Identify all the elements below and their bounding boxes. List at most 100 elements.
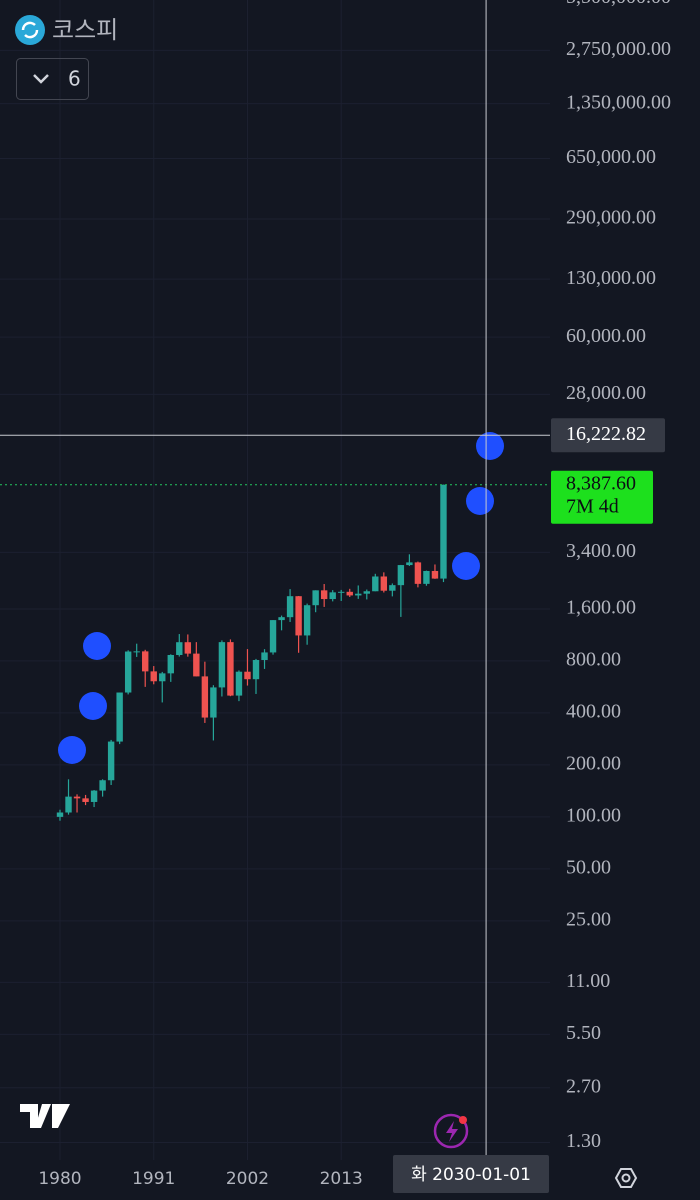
countdown-label: 7M 4d (566, 495, 619, 517)
y-tick-label: 50.00 (566, 856, 611, 878)
y-tick-label: 2,750,000.00 (566, 38, 671, 60)
candle-body (389, 585, 396, 591)
drawing-dot (452, 552, 480, 580)
candle-body (303, 605, 311, 636)
y-tick-label: 3,400.00 (566, 540, 636, 562)
settings-icon[interactable] (614, 1168, 638, 1188)
candle-body (116, 692, 123, 742)
chevron (33, 74, 49, 84)
candle-body (176, 642, 183, 655)
candle-body (159, 673, 166, 682)
candle-body (73, 796, 81, 799)
candle-body (99, 780, 106, 791)
candle-body (210, 687, 217, 718)
x-tick-label: 2013 (320, 1169, 363, 1189)
drawing-dot (79, 692, 107, 720)
candle-body (269, 620, 277, 653)
candle-body (372, 576, 379, 592)
candle-body (82, 798, 89, 802)
y-tick-label: 25.00 (566, 908, 611, 930)
candle-body (90, 790, 98, 802)
candle-body (397, 565, 405, 586)
y-tick-label: 800.00 (566, 649, 621, 671)
candle-body (320, 590, 328, 600)
y-tick-label: 1,350,000.00 (566, 91, 671, 113)
x-tick-label: 2002 (226, 1169, 269, 1189)
candle-body (201, 676, 209, 718)
y-tick-label: 11.00 (566, 970, 610, 992)
price-label: 8,387.60 (566, 472, 636, 494)
indicator-count: 6 (68, 67, 81, 91)
lightning (446, 1121, 458, 1142)
tradingview-logo[interactable] (20, 1104, 70, 1128)
candle-body (363, 591, 370, 594)
candle-body (235, 671, 243, 696)
y-tick-label: 650,000.00 (566, 146, 656, 168)
candle-body (142, 651, 149, 672)
candle-body (56, 812, 64, 817)
candle-body (244, 671, 251, 680)
logo-icon (21, 21, 39, 39)
candle-body (278, 617, 285, 621)
candle-body (65, 796, 72, 813)
candle-body (431, 570, 439, 579)
crosshair-x-box (393, 1155, 549, 1193)
candles (56, 484, 447, 821)
candle-body (414, 562, 422, 584)
candle-body (346, 591, 353, 596)
candle-body (107, 741, 115, 781)
candle-body (312, 590, 319, 606)
drawing-dot (83, 632, 111, 660)
candle-body (193, 653, 200, 677)
y-tick-label: 130,000.00 (566, 267, 656, 289)
symbol-name[interactable]: 코스피 (52, 16, 118, 44)
y-tick-label: 5.50 (566, 1022, 601, 1044)
candle-body (150, 671, 157, 682)
y-tick-label: 28,000.00 (566, 382, 646, 404)
y-tick-label: 100.00 (566, 804, 621, 826)
candle-body (227, 642, 234, 696)
drawing-dot (58, 736, 86, 764)
crosshair-x-label: 화 2030-01-01 (411, 1165, 531, 1185)
candle-body (440, 484, 447, 579)
candle-body (252, 660, 260, 680)
y-tick-label: 290,000.00 (566, 207, 656, 229)
candle-body (380, 576, 388, 591)
candle-body (286, 596, 294, 618)
candle-body (423, 570, 430, 584)
candle-body (218, 642, 226, 688)
alert-badge (459, 1116, 467, 1124)
drawing-dot (476, 432, 504, 460)
y-tick-label: 60,000.00 (566, 325, 646, 347)
candle-body (355, 593, 362, 596)
symbol-logo (15, 15, 45, 45)
settings-dot (621, 1173, 631, 1183)
alert-icon[interactable] (433, 1113, 469, 1149)
y-tick-label: 2.70 (566, 1075, 601, 1097)
drawing-dot (466, 487, 494, 515)
candle-body (295, 596, 302, 636)
indicator-toggle[interactable] (16, 58, 89, 100)
price-label-box (551, 470, 653, 524)
candle-body (329, 592, 336, 600)
y-tick-label: 400.00 (566, 701, 621, 723)
y-tick-label: 5,500,000.00 (566, 0, 671, 8)
candle-body (133, 651, 140, 653)
crosshair-y-box (551, 418, 665, 453)
crosshair-y-label: 16,222.82 (566, 423, 646, 445)
candle-body (124, 651, 132, 693)
drawings (58, 432, 504, 764)
candle-body (338, 591, 345, 593)
candle-body (261, 652, 268, 661)
y-tick-label: 1.30 (566, 1130, 601, 1152)
y-tick-label: 1,600.00 (566, 597, 636, 619)
y-tick-label: 200.00 (566, 752, 621, 774)
candle-body (184, 642, 192, 654)
candle-body (167, 654, 174, 674)
x-tick-label: 1980 (38, 1169, 81, 1189)
candle-body (406, 562, 413, 566)
